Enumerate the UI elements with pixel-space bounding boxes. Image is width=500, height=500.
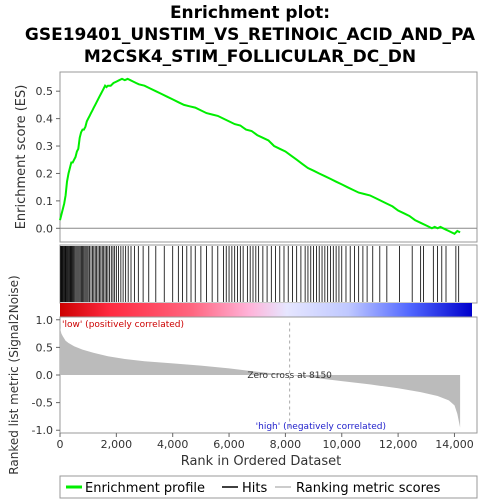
es-y-ticks: 0.0 0.1 0.2 0.3 0.4 0.5 bbox=[36, 85, 60, 235]
x-ticks: 0 2,000 4,000 6,000 8,000 10,000 12,000 14,000 bbox=[57, 433, 474, 451]
enrichment-profile-line bbox=[59, 77, 461, 236]
metric-y-tick-label: -1.0 bbox=[32, 424, 53, 437]
x-tick-label: 2,000 bbox=[101, 438, 133, 451]
es-y-axis-label: Enrichment score (ES) bbox=[14, 85, 29, 230]
legend-label-metric: Ranking metric scores bbox=[296, 481, 441, 496]
metric-y-tick-label: 1.0 bbox=[36, 314, 54, 327]
es-y-tick-label: 0.1 bbox=[36, 195, 54, 208]
x-tick-label: 4,000 bbox=[157, 438, 189, 451]
x-tick-label: 0 bbox=[57, 438, 64, 451]
title-line-1: Enrichment plot: bbox=[170, 3, 330, 23]
ranking-metric-area bbox=[60, 328, 461, 428]
metric-y-axis-label: Ranked list metric (Signal2Noise) bbox=[7, 275, 21, 474]
es-y-tick-label: 0.4 bbox=[36, 113, 54, 126]
title-line-3: M2CSK4_STIM_FOLLICULAR_DC_DN bbox=[84, 47, 416, 67]
x-tick-label: 10,000 bbox=[323, 438, 362, 451]
low-correlated-annotation: 'low' (positively correlated) bbox=[62, 320, 184, 330]
x-axis-label: Rank in Ordered Dataset bbox=[181, 454, 342, 469]
x-tick-label: 12,000 bbox=[379, 438, 418, 451]
legend-box bbox=[59, 475, 478, 499]
x-tick-label: 6,000 bbox=[213, 438, 245, 451]
es-y-tick-label: 0.2 bbox=[36, 167, 54, 180]
high-correlated-annotation: 'high' (negatively correlated) bbox=[256, 422, 386, 432]
x-tick-label: 14,000 bbox=[435, 438, 474, 451]
zero-cross-annotation: Zero cross at 8150 bbox=[247, 371, 332, 381]
metric-y-ticks: -1.0 -0.5 0.0 0.5 1.0 bbox=[32, 314, 60, 437]
x-tick-label: 8,000 bbox=[270, 438, 302, 451]
es-y-tick-label: 0.3 bbox=[36, 140, 54, 153]
es-panel-frame bbox=[59, 71, 478, 243]
metric-y-tick-label: 0.5 bbox=[36, 341, 54, 354]
es-y-tick-label: 0.0 bbox=[36, 222, 54, 235]
metric-y-tick-label: -0.5 bbox=[32, 397, 53, 410]
metric-y-tick-label: 0.0 bbox=[36, 369, 54, 382]
legend-label-enrichment: Enrichment profile bbox=[85, 481, 205, 496]
hit-markers bbox=[60, 246, 460, 302]
hits-panel-frame bbox=[59, 244, 478, 304]
title-line-2: GSE19401_UNSTIM_VS_RETINOIC_ACID_AND_PA bbox=[25, 25, 476, 45]
rank-color-bar bbox=[60, 303, 472, 317]
legend-label-hits: Hits bbox=[242, 481, 267, 496]
es-y-tick-label: 0.5 bbox=[36, 85, 54, 98]
